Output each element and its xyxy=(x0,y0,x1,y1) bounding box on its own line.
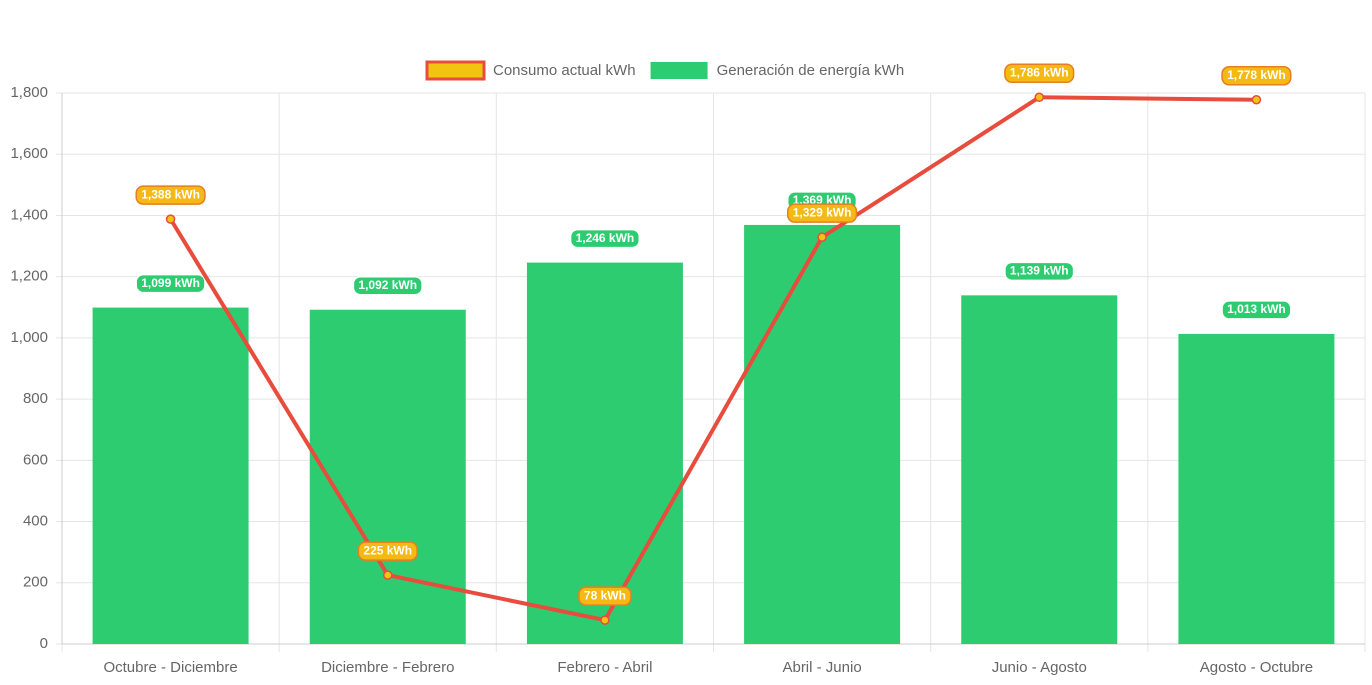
value-label: 78 kWh xyxy=(578,586,632,606)
bar xyxy=(1178,333,1335,644)
x-tick-label: Diciembre - Febrero xyxy=(321,659,454,676)
x-tick-label: Octubre - Diciembre xyxy=(103,659,237,676)
value-label: 1,246 kWh xyxy=(569,228,641,249)
x-tick-label: Junio - Agosto xyxy=(992,659,1087,676)
x-tick-label: Febrero - Abril xyxy=(557,659,652,676)
value-label: 1,329 kWh xyxy=(786,203,858,223)
value-label-text: 1,786 kWh xyxy=(1010,65,1069,79)
bar xyxy=(526,262,683,644)
legend-label: Generación de energía kWh xyxy=(717,62,905,79)
legend-swatch xyxy=(425,60,486,81)
legend-swatch xyxy=(650,62,708,79)
y-tick-label: 600 xyxy=(23,451,48,468)
value-label-text: 1,388 kWh xyxy=(141,187,200,201)
value-label: 1,786 kWh xyxy=(1004,63,1075,84)
line-point xyxy=(1251,94,1262,105)
value-label-text: 1,246 kWh xyxy=(576,231,635,245)
bar xyxy=(744,224,901,644)
y-tick-label: 200 xyxy=(23,574,48,591)
value-label-text: 225 kWh xyxy=(363,543,412,557)
value-label-box xyxy=(578,586,632,606)
value-label-text: 78 kWh xyxy=(584,588,626,602)
value-label-box xyxy=(786,203,858,223)
value-label: 1,092 kWh xyxy=(352,275,423,296)
line-point xyxy=(1034,92,1044,103)
value-label: 1,778 kWh xyxy=(1221,65,1292,86)
value-label: 1,099 kWh xyxy=(135,273,206,294)
value-label-box xyxy=(357,541,418,561)
line-point xyxy=(165,214,176,224)
value-label-box xyxy=(1004,261,1075,282)
value-label-box xyxy=(352,275,423,296)
value-label: 1,139 kWh xyxy=(1004,261,1075,282)
value-label-box xyxy=(1221,65,1292,86)
value-label-box xyxy=(569,228,641,249)
value-label-text: 1,329 kWh xyxy=(793,205,852,219)
y-tick-label: 400 xyxy=(23,513,48,530)
line-point xyxy=(383,570,393,580)
x-tick-label: Abril - Junio xyxy=(782,659,861,676)
y-tick-label: 1,200 xyxy=(10,268,48,285)
bar xyxy=(92,307,249,644)
value-label-box xyxy=(135,185,206,205)
bar xyxy=(961,295,1118,644)
value-label-box xyxy=(1221,300,1292,320)
y-tick-label: 1,000 xyxy=(10,329,48,346)
value-label-text: 1,139 kWh xyxy=(1010,264,1069,278)
y-tick-label: 1,600 xyxy=(10,145,48,162)
x-tick-label: Agosto - Octubre xyxy=(1200,659,1313,676)
value-label-box xyxy=(135,273,206,294)
y-tick-label: 0 xyxy=(40,635,48,652)
value-label: 1,013 kWh xyxy=(1221,300,1292,320)
y-tick-label: 1,400 xyxy=(10,206,48,223)
value-label-text: 1,013 kWh xyxy=(1227,302,1286,316)
y-tick-label: 1,800 xyxy=(10,84,48,101)
line xyxy=(168,95,1257,623)
y-tick-label: 800 xyxy=(23,390,48,407)
legend-label: Consumo actual kWh xyxy=(493,62,636,79)
line-point xyxy=(817,232,827,242)
value-label: 225 kWh xyxy=(357,541,418,561)
value-label-text: 1,092 kWh xyxy=(358,278,417,292)
bar xyxy=(309,309,466,644)
value-label-text: 1,778 kWh xyxy=(1227,68,1286,82)
value-label: 1,388 kWh xyxy=(135,185,206,205)
value-label-text: 1,099 kWh xyxy=(141,276,200,290)
line-point xyxy=(600,615,610,625)
value-label-box xyxy=(1004,63,1075,84)
